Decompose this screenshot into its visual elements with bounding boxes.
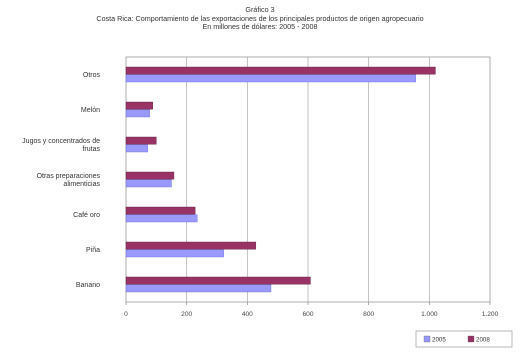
legend-swatch-2008 [467, 335, 475, 343]
bar-2008-1 [125, 101, 153, 110]
category-labels: Otros Melón Jugos y concentrados de frutas O… [22, 72, 100, 289]
x-tick-label: 800 [363, 311, 374, 318]
x-tick-labels: 0 200 400 600 800 1.000 1.200 [124, 311, 498, 318]
bar-2008-6 [125, 276, 311, 285]
category-label: Banano [76, 282, 100, 289]
x-tick-label: 200 [181, 311, 192, 318]
bar-2005-5 [125, 249, 224, 258]
category-label: Café oro [73, 212, 100, 219]
bar-2005-6 [125, 284, 272, 293]
x-tick-label: 400 [242, 311, 253, 318]
bar-2008-4 [125, 206, 196, 215]
chart-title-line-1: Gráfico 3 [245, 5, 275, 14]
bar-2005-4 [125, 214, 198, 223]
bar-2008-0 [125, 66, 436, 75]
legend-label-2008: 2008 [476, 337, 490, 344]
chart-title-line-2: Costa Rica: Comportamiento de las export… [96, 13, 424, 23]
x-tick-label: 600 [302, 311, 313, 318]
legend-box [415, 330, 513, 348]
legend: 2005 2008 [415, 330, 513, 348]
bars [125, 66, 436, 293]
category-label: Jugos y concentrados de frutas [22, 138, 100, 153]
category-label: Melón [81, 107, 100, 114]
category-label: Otras preparaciones alimenticias [37, 173, 101, 188]
x-tick-label: 1.200 [482, 311, 499, 318]
bar-2008-5 [125, 241, 257, 250]
gridlines [125, 57, 491, 305]
bar-2005-3 [125, 179, 172, 188]
x-tick-label: 1.000 [421, 311, 438, 318]
chart-title-line-3: En millones de dólares: 2005 - 2008 [202, 22, 318, 32]
category-label: Otros [83, 72, 101, 79]
legend-swatch-2005 [423, 335, 431, 343]
x-tick-label: 0 [124, 311, 128, 318]
bar-2005-1 [125, 109, 150, 118]
bar-2005-0 [125, 74, 416, 83]
category-label: Piña [86, 247, 100, 254]
bar-2008-2 [125, 136, 157, 145]
chart-title-block: Gráfico 3 Costa Rica: Comportamiento de … [0, 5, 520, 32]
legend-label-2005: 2005 [432, 337, 446, 344]
bar-2008-3 [125, 171, 175, 180]
bar-2005-2 [125, 144, 149, 153]
